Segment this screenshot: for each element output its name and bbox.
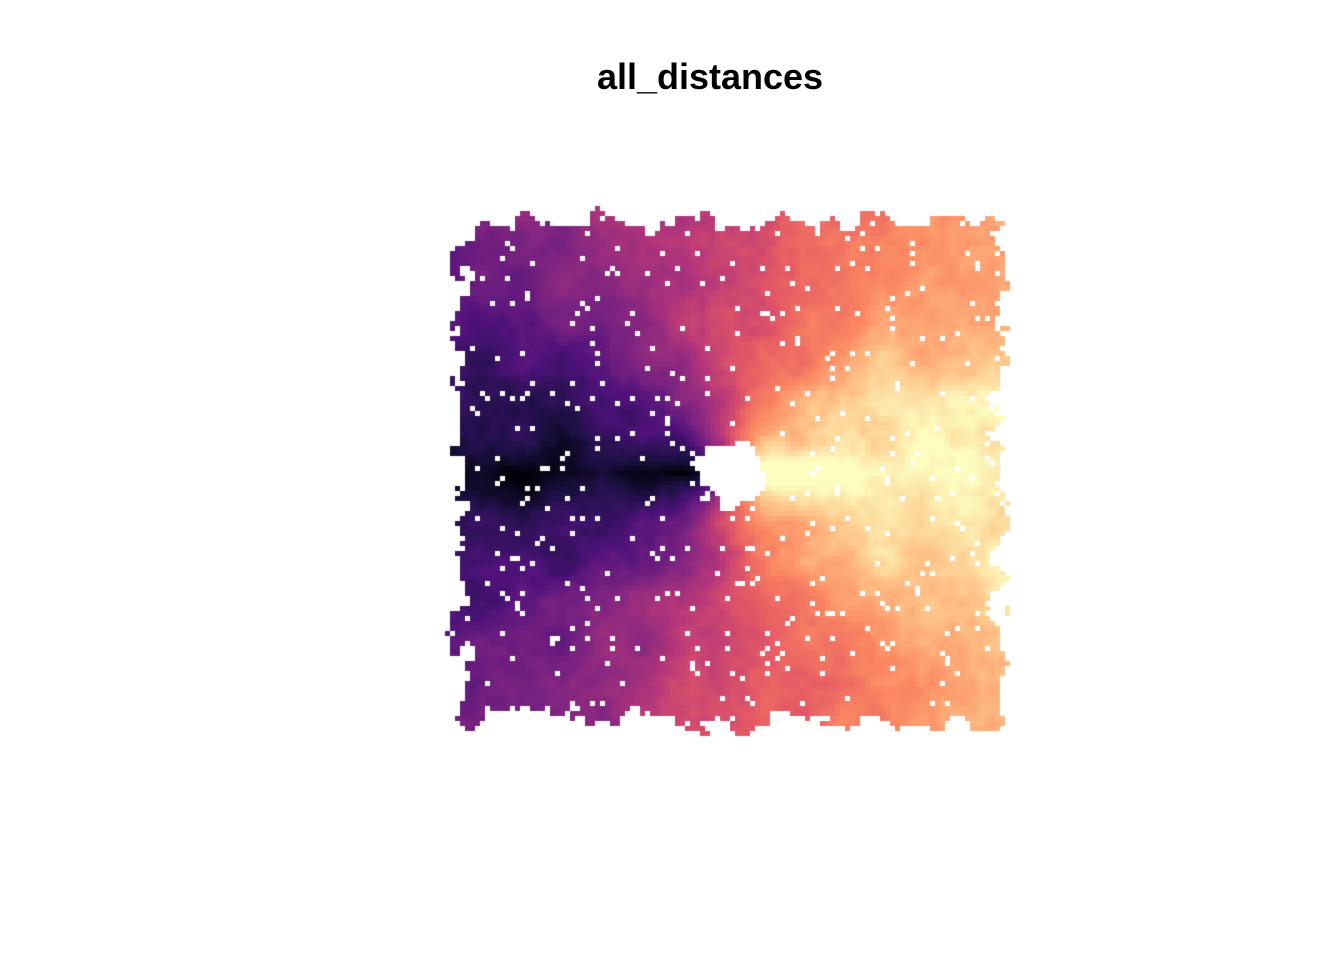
distance-raster — [0, 0, 1344, 960]
